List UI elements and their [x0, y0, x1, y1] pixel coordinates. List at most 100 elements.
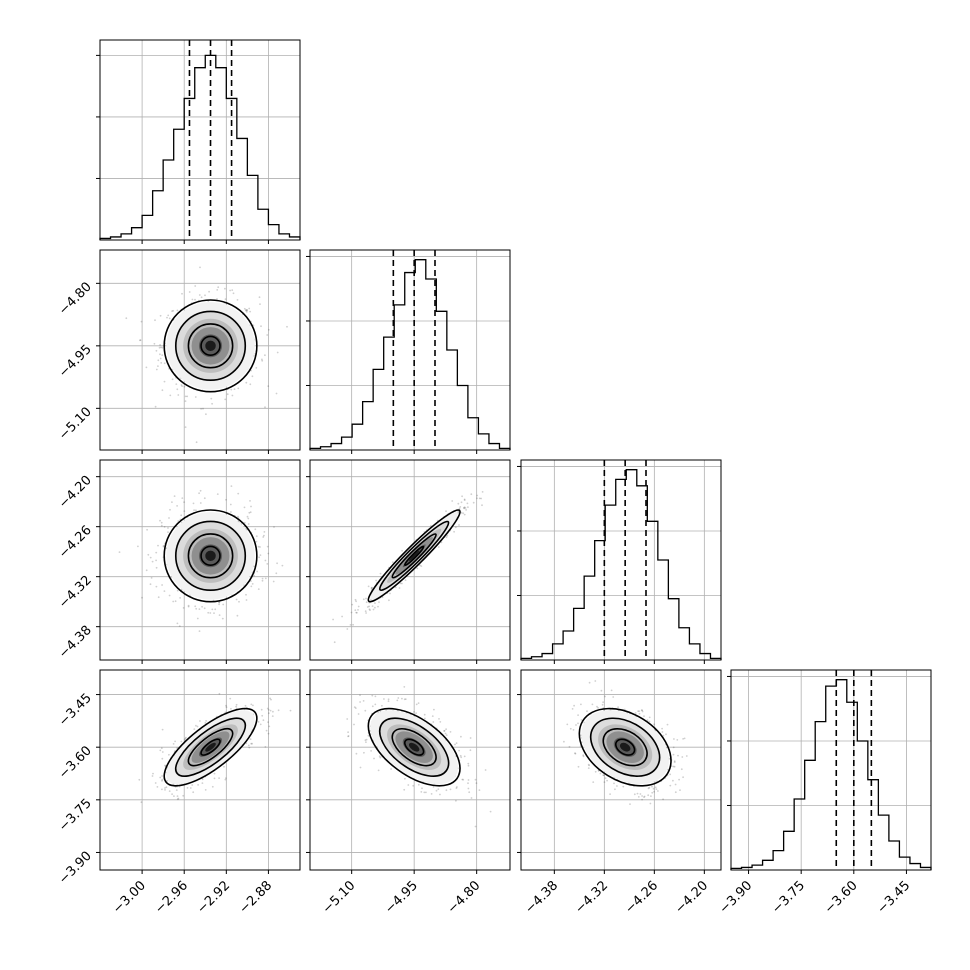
scatter-point [243, 307, 246, 310]
scatter-point [371, 605, 374, 607]
scatter-point [238, 600, 240, 603]
scatter-point [389, 592, 391, 595]
scatter-point [377, 605, 379, 608]
scatter-point [449, 788, 452, 791]
scatter-point [649, 802, 652, 805]
scatter-point [458, 524, 460, 526]
scatter-point [419, 564, 421, 567]
scatter-point [275, 572, 278, 575]
scatter-point [230, 511, 232, 513]
scatter-point [222, 603, 225, 606]
scatter-point [374, 602, 376, 604]
density-contour [391, 533, 437, 579]
scatter-point [195, 441, 198, 444]
scatter-point [272, 710, 274, 713]
scatter-point [439, 793, 441, 796]
scatter-point [218, 601, 221, 604]
scatter-point [463, 507, 466, 510]
scatter-point [232, 292, 235, 295]
scatter-point [171, 378, 174, 381]
scatter-point [445, 536, 448, 539]
scatter-point [647, 794, 650, 797]
density-contour [200, 545, 221, 567]
scatter-point [638, 712, 641, 715]
scatter-point [255, 540, 258, 543]
scatter-point [145, 366, 148, 369]
scatter-point [251, 583, 254, 585]
scatter-point [566, 723, 569, 726]
scatter-point [262, 536, 265, 538]
scatter-point [459, 754, 462, 757]
scatter-point [223, 765, 225, 768]
scatter-point [401, 697, 403, 700]
scatter-point [250, 505, 252, 508]
scatter-point [401, 582, 403, 585]
scatter-point [453, 530, 455, 533]
scatter-point [183, 739, 186, 741]
scatter-point [398, 587, 401, 589]
scatter-point [245, 381, 248, 384]
scatter-point [365, 597, 367, 600]
scatter-point [460, 511, 463, 514]
scatter-point [373, 757, 375, 760]
scatter-point [161, 775, 164, 777]
scatter-point [183, 501, 186, 503]
scatter-point [263, 531, 266, 533]
scatter-point [205, 720, 208, 722]
scatter-point [674, 791, 677, 794]
scatter-point [194, 396, 197, 398]
scatter-point [378, 601, 380, 603]
scatter-point [680, 768, 683, 771]
scatter-point [182, 794, 185, 797]
scatter-point [349, 624, 352, 626]
scatter-point [469, 749, 472, 752]
scatter-point [250, 742, 253, 745]
scatter-point [249, 310, 252, 313]
scatter-point [251, 375, 254, 378]
scatter-point [231, 394, 234, 397]
scatter-point [173, 495, 176, 497]
panel-frame [99, 459, 301, 661]
scatter-point [204, 789, 207, 791]
scatter-point [247, 517, 250, 520]
y-tick-label: −4.95 [56, 342, 95, 381]
scatter-point [357, 713, 360, 715]
scatter-point [650, 795, 652, 797]
scatter-point [176, 589, 179, 592]
scatter-point [195, 607, 198, 610]
scatter-point [276, 351, 279, 354]
density-contour [163, 707, 258, 787]
scatter-point [266, 707, 269, 710]
scatter-point [194, 605, 197, 608]
scatter-point [587, 767, 590, 769]
panel-frame [309, 249, 511, 451]
scatter-point [368, 608, 371, 611]
scatter-point [484, 769, 487, 771]
scatter-point [184, 737, 187, 740]
scatter-point [271, 715, 274, 717]
scatter-point [266, 563, 269, 565]
scatter-point [180, 384, 183, 386]
scatter-point [415, 712, 417, 714]
scatter-point [604, 695, 606, 698]
scatter-point [177, 520, 180, 522]
scatter-point [230, 707, 232, 710]
scatter-point [286, 325, 288, 328]
scatter-point [267, 708, 270, 711]
scatter-point [267, 721, 269, 723]
scatter-point [574, 752, 577, 755]
scatter-point [276, 562, 278, 565]
scatter-point [118, 551, 121, 553]
scatter-point [602, 774, 605, 777]
scatter-point [182, 607, 185, 609]
scatter-point [633, 793, 636, 796]
scatter-point [187, 605, 190, 608]
scatter-point [648, 786, 651, 789]
scatter-point [225, 706, 228, 709]
scatter-point [174, 740, 177, 743]
scatter-point [365, 738, 368, 741]
scatter-point [167, 531, 169, 533]
scatter-point [666, 723, 669, 726]
hist-panel-3: −3.90 −3.75 −3.60 −3.45 [717, 669, 932, 917]
scatter-point [172, 600, 175, 603]
